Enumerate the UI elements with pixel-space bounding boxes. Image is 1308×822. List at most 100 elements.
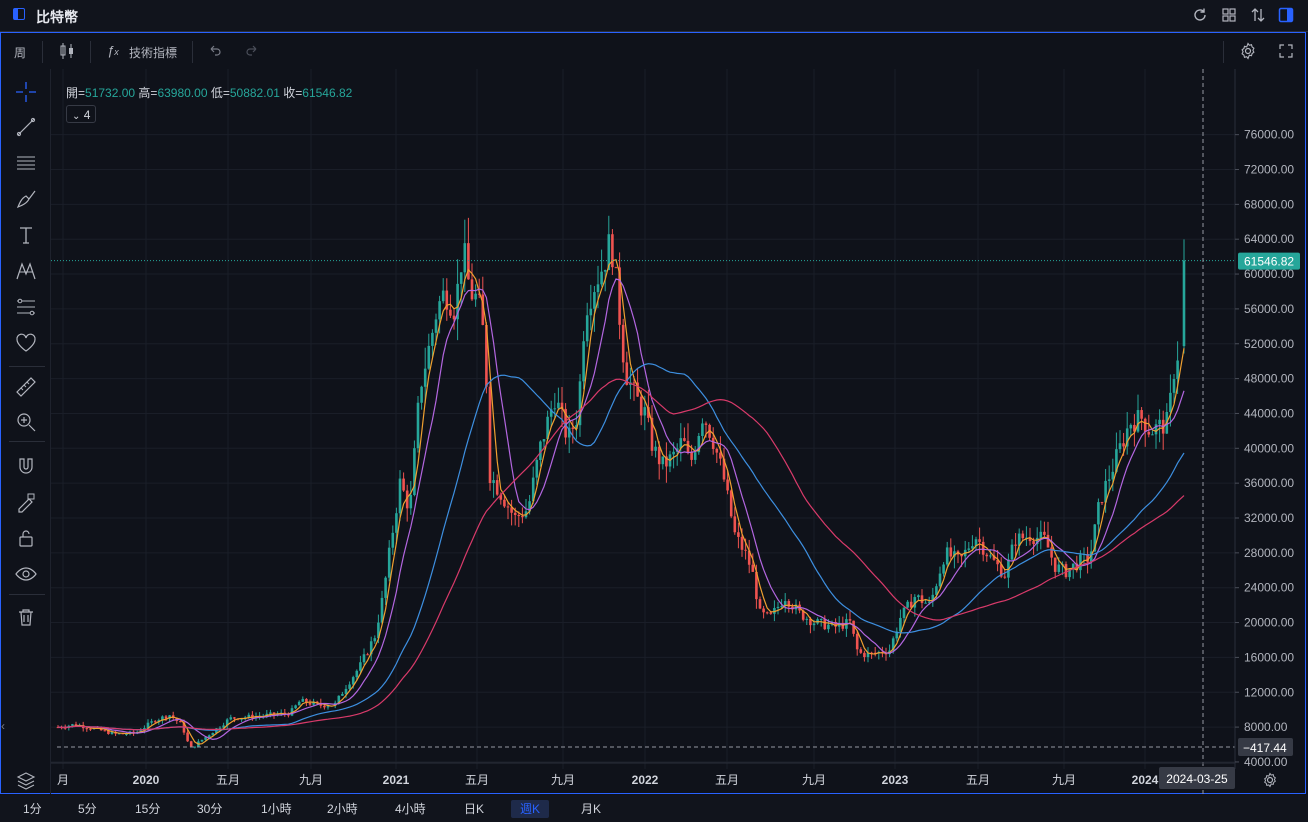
chart-toolbar: 周 ƒx 技術指標 — [1, 33, 1305, 69]
title-bar: 比特幣 — [0, 0, 1308, 32]
candle-body — [265, 713, 269, 716]
time-tick-label: 五月 — [966, 773, 990, 787]
candle-body — [978, 539, 981, 542]
candle-body — [758, 599, 762, 609]
magnet-icon[interactable] — [15, 455, 37, 477]
candle-body — [729, 490, 733, 517]
indicator-toggle[interactable]: ⌄ 4 — [66, 105, 97, 123]
candle-body — [546, 416, 549, 440]
period-0[interactable]: 1分 — [23, 802, 42, 816]
time-tick-label: 月 — [57, 773, 69, 787]
candle-body — [495, 480, 499, 495]
favorite-heart-icon[interactable] — [15, 332, 37, 354]
period-9[interactable]: 月K — [581, 802, 602, 816]
toolbar-divider — [42, 41, 43, 63]
candle-body — [567, 427, 571, 438]
candle-body — [1158, 419, 1161, 425]
indicators-icon[interactable]: ƒx — [107, 43, 119, 58]
candle-body — [449, 309, 452, 316]
candle-body — [654, 446, 657, 451]
sort-arrows-icon[interactable] — [1250, 7, 1266, 23]
candle-body — [326, 706, 330, 708]
settings-gear-icon[interactable] — [1239, 42, 1257, 65]
candle-body — [107, 730, 110, 734]
candle-body — [438, 301, 441, 320]
candle-body — [967, 548, 971, 550]
candle-body — [1154, 424, 1158, 435]
candle-body — [110, 731, 114, 734]
crosshair-icon[interactable] — [15, 81, 37, 103]
panel-toggle-icon[interactable] — [1278, 7, 1294, 23]
price-tick-label: 48000.00 — [1244, 372, 1294, 386]
candle-body — [384, 577, 387, 598]
undo-icon[interactable] — [207, 43, 223, 64]
fibonacci-tool-icon[interactable] — [15, 296, 37, 318]
period-6[interactable]: 4小時 — [395, 802, 426, 816]
brush-pen-icon[interactable] — [15, 188, 37, 210]
period-3[interactable]: 30分 — [197, 802, 223, 816]
price-chart[interactable]: 76000.00 72000.00 68000.00 64000.00 60000.00… — [51, 69, 1305, 794]
time-tick-label: 九月 — [802, 773, 826, 787]
candle-body — [369, 641, 373, 655]
candle-body — [1068, 568, 1071, 578]
candle-body — [423, 368, 427, 387]
open-label: 開= — [66, 86, 86, 100]
candle-body — [1035, 537, 1039, 544]
price-tick-label: 56000.00 — [1244, 302, 1294, 316]
candle-body — [585, 315, 589, 342]
chart-grid — [51, 69, 1235, 769]
zoom-in-icon[interactable] — [15, 411, 37, 433]
candle-body — [1122, 443, 1125, 447]
interval-selector[interactable]: 周 — [14, 46, 27, 60]
pattern-tool-icon[interactable] — [15, 260, 37, 282]
price-tick-label: 64000.00 — [1244, 232, 1294, 246]
period-4[interactable]: 1小時 — [261, 802, 292, 816]
candle-body — [225, 719, 229, 726]
period-2[interactable]: 15分 — [135, 802, 161, 816]
horizontal-lines-icon[interactable] — [15, 152, 37, 174]
collapse-toolbar-icon[interactable]: ‹ — [1, 719, 5, 733]
grid-layout-icon[interactable] — [1221, 7, 1237, 23]
time-tick-label: 九月 — [551, 773, 575, 787]
candle-body — [931, 594, 935, 602]
candle-body — [1172, 379, 1176, 393]
low-label: 低= — [210, 86, 230, 100]
fullscreen-icon[interactable] — [1278, 43, 1294, 64]
indicators-button[interactable]: 技術指標 — [129, 46, 178, 60]
candle-body — [531, 477, 535, 502]
period-7[interactable]: 日K — [464, 802, 485, 816]
text-tool-icon[interactable] — [15, 224, 37, 246]
candle-body — [650, 417, 654, 451]
layers-icon[interactable] — [15, 770, 37, 792]
candle-body — [431, 332, 434, 346]
candle-body — [575, 425, 578, 429]
lock-drawing-icon[interactable] — [15, 491, 37, 513]
period-5[interactable]: 2小時 — [327, 802, 358, 816]
last-price-tag — [1238, 252, 1300, 270]
candle-body — [891, 638, 895, 651]
candle-body — [492, 480, 495, 484]
candle-body — [755, 571, 758, 600]
redo-icon[interactable] — [244, 43, 260, 64]
candle-body — [456, 283, 459, 320]
refresh-icon[interactable] — [1192, 7, 1208, 23]
candle-body — [204, 737, 207, 740]
ruler-icon[interactable] — [15, 376, 37, 398]
candle-body — [445, 290, 449, 310]
candlestick-type-icon[interactable] — [58, 42, 76, 65]
high-label: 高= — [138, 86, 158, 100]
candle-body — [1111, 471, 1115, 480]
unlock-icon[interactable] — [15, 527, 37, 549]
trash-icon[interactable] — [15, 606, 37, 628]
period-1[interactable]: 5分 — [78, 802, 97, 816]
candle-body — [855, 633, 859, 650]
candle-body — [467, 243, 470, 280]
candle-body — [560, 402, 564, 409]
candle-body — [121, 733, 125, 735]
candle-body — [992, 555, 996, 560]
period-8[interactable]: 週K — [511, 800, 550, 818]
visibility-eye-icon[interactable] — [15, 563, 37, 585]
candle-body — [301, 698, 305, 702]
trend-line-icon[interactable] — [15, 116, 37, 138]
ma-fast-line — [57, 258, 1185, 745]
